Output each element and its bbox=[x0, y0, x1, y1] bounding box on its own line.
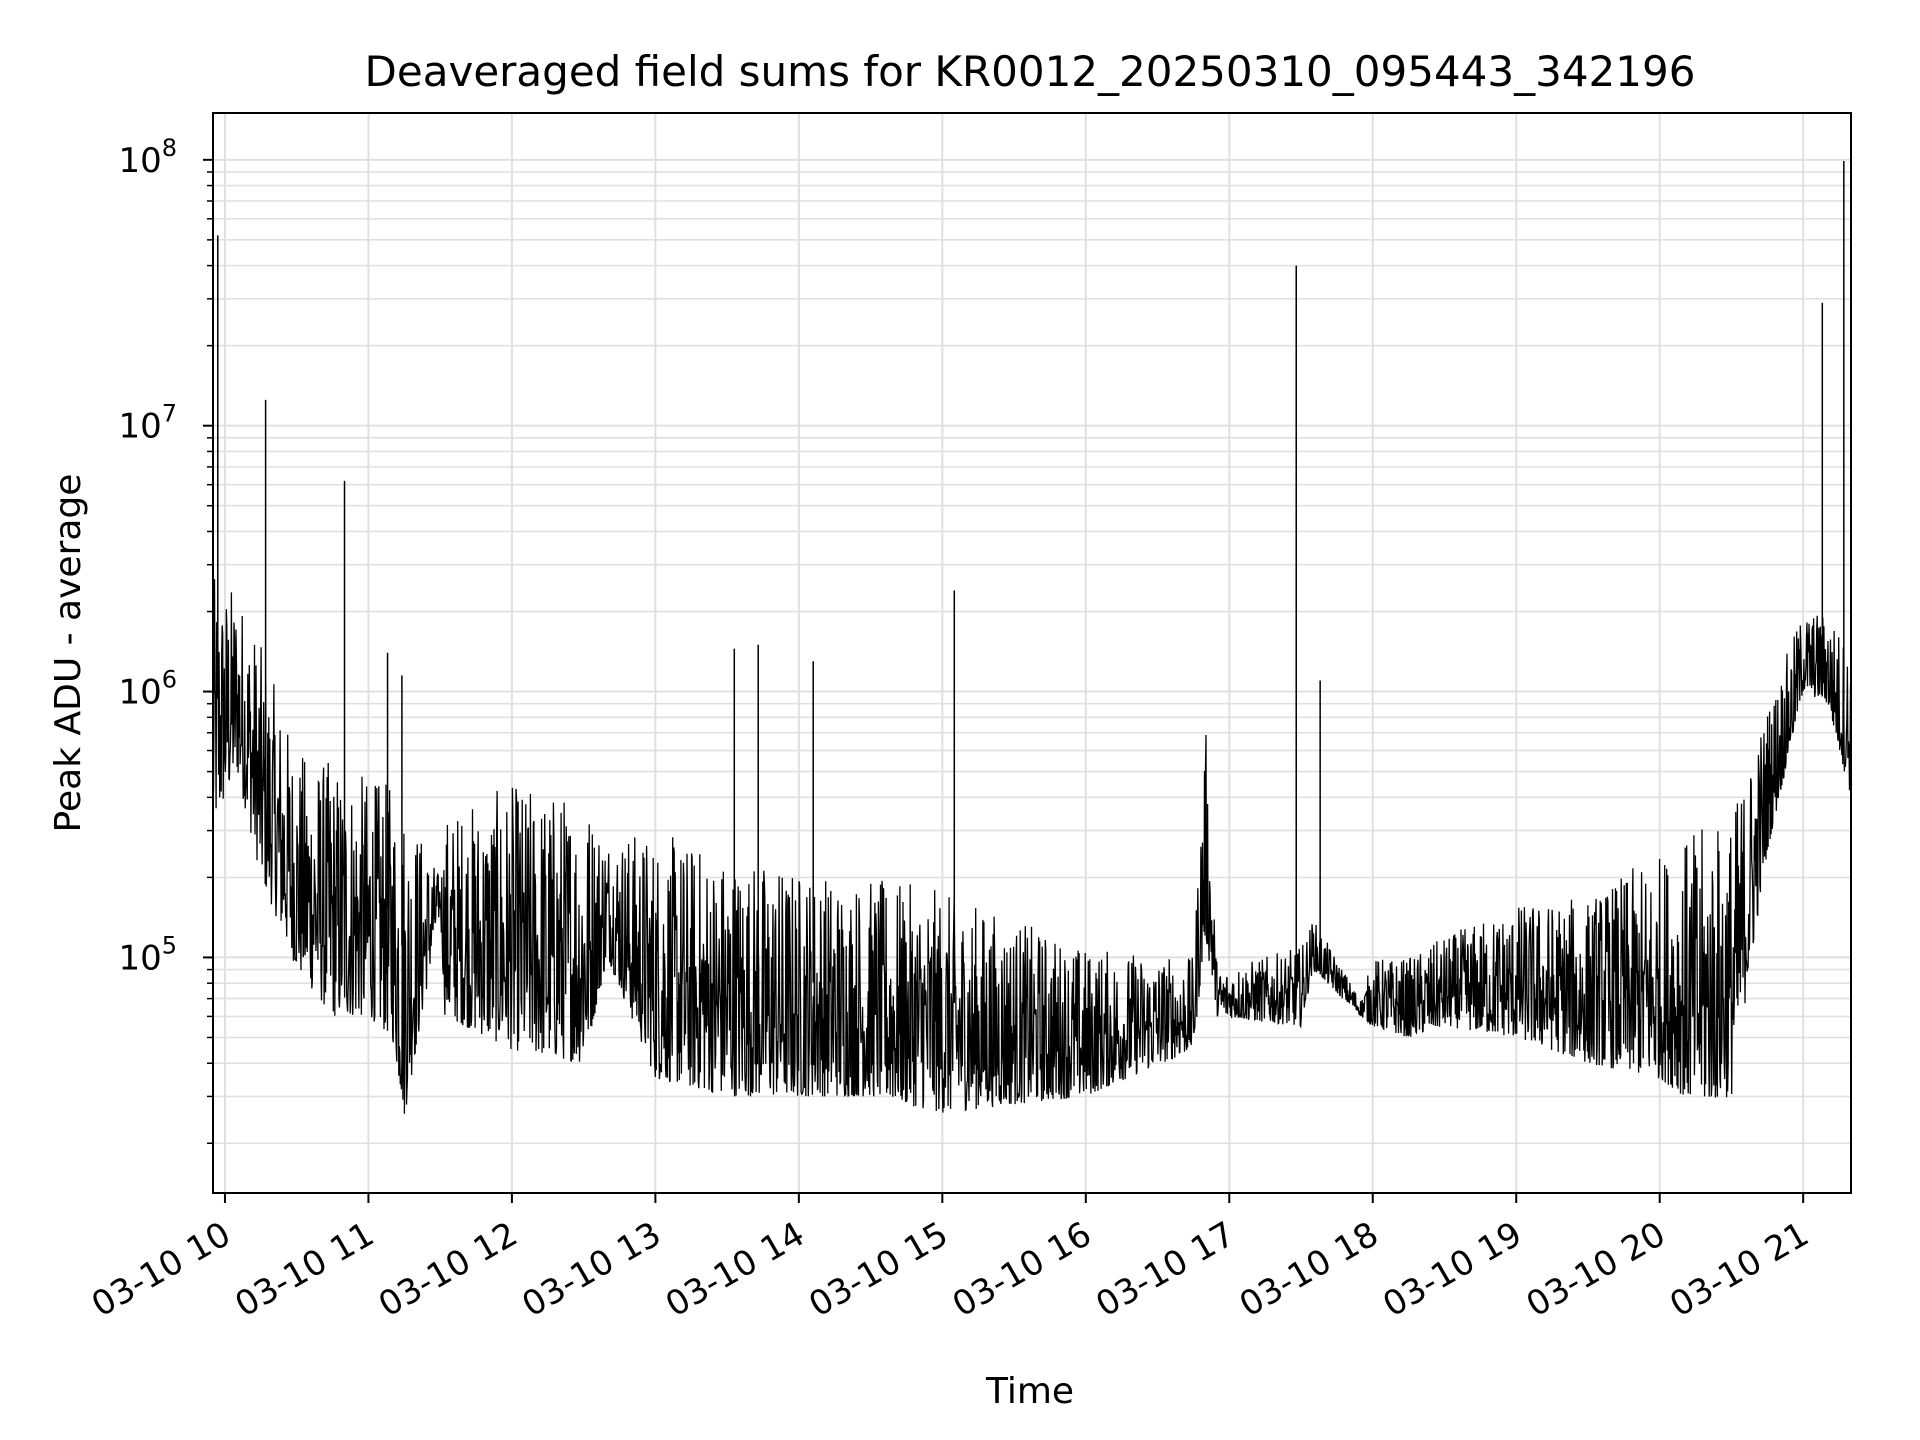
x-axis-label: Time bbox=[985, 1371, 1074, 1412]
y-tick-label: 106 bbox=[118, 666, 177, 713]
data-series bbox=[212, 160, 1852, 1114]
y-tick-label: 108 bbox=[118, 134, 177, 181]
y-axis-label: Peak ADU - average bbox=[48, 474, 89, 833]
plot-frame bbox=[212, 112, 1852, 1194]
chart-title: Deaveraged field sums for KR0012_2025031… bbox=[365, 47, 1696, 96]
series-line bbox=[212, 579, 1852, 1114]
y-tick-label: 105 bbox=[118, 931, 177, 978]
y-tick-label: 107 bbox=[118, 400, 177, 447]
